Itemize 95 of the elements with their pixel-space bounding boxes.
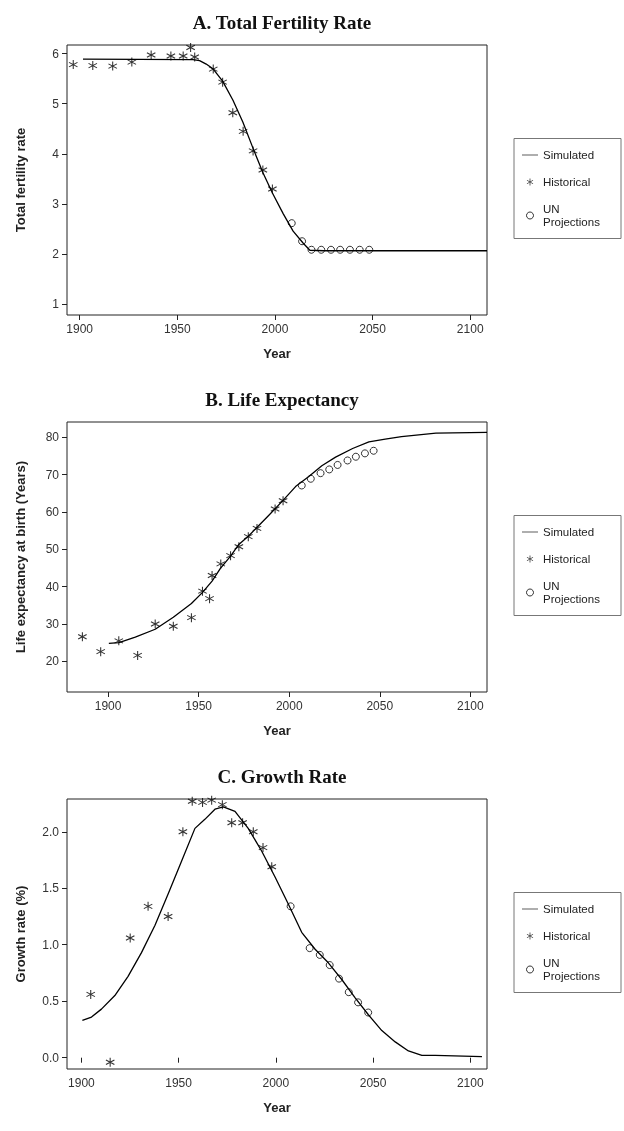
y-axis-title: Growth rate (%) (13, 885, 28, 983)
point (187, 796, 197, 806)
point (205, 594, 215, 604)
chart-title: B. Life Expectancy (205, 389, 360, 410)
x-tick-label: 1950 (163, 322, 191, 336)
y-tick-label: 0.0 (42, 1050, 60, 1065)
x-tick-label: 1950 (185, 699, 213, 713)
legend-label: Simulated (543, 903, 595, 915)
legend-label: Simulated (543, 526, 595, 538)
point (96, 647, 106, 657)
x-tick-label: 2050 (359, 322, 387, 336)
point (365, 245, 374, 254)
legend-label: Historical (543, 176, 591, 188)
x-axis-title: Year (263, 1100, 291, 1115)
point (86, 989, 96, 999)
point (345, 245, 354, 254)
point (168, 621, 178, 631)
point (315, 950, 324, 959)
point (317, 245, 326, 254)
legend-label: Historical (543, 930, 591, 942)
y-tick-label: 50 (45, 542, 60, 557)
legend-label: Historical (543, 553, 591, 565)
point (327, 245, 335, 254)
x-axis-title: Year (263, 346, 291, 361)
point (298, 237, 307, 246)
point (227, 818, 237, 828)
y-tick-label: 1 (52, 297, 60, 312)
point (178, 827, 188, 837)
point (133, 650, 143, 660)
y-tick-label: 40 (45, 579, 60, 594)
point (364, 1008, 373, 1017)
x-tick-label: 2000 (261, 322, 289, 336)
x-tick-label: 1900 (66, 322, 94, 336)
y-tick-label: 30 (45, 617, 60, 632)
y-tick-label: 80 (45, 430, 60, 445)
point (297, 481, 306, 490)
point (369, 446, 378, 455)
y-axis-title: Life expectancy at birth (Years) (13, 460, 28, 654)
point (77, 632, 87, 642)
y-tick-label: 60 (45, 505, 60, 519)
point (307, 245, 316, 254)
y-tick-label: 2 (52, 247, 60, 262)
point (344, 988, 353, 997)
point (360, 449, 369, 458)
y-tick-label: 1.5 (42, 881, 60, 896)
x-axis-title: Year (263, 723, 291, 738)
chart-title: C. Growth Rate (217, 766, 347, 787)
y-tick-label: 20 (45, 654, 60, 669)
x-tick-label: 2050 (359, 1076, 387, 1090)
point (325, 961, 334, 970)
x-tick-label: 1900 (94, 699, 122, 713)
point (228, 108, 238, 118)
legend-label: UN Projections (543, 203, 601, 228)
legend-label: UN Projections (543, 957, 601, 982)
x-tick-label: 2050 (366, 699, 394, 713)
x-tick-label: 2100 (456, 322, 484, 336)
point (333, 460, 342, 469)
x-tick-label: 2100 (456, 1076, 484, 1090)
line-series (108, 431, 488, 645)
chart-title: A. Total Fertility Rate (192, 12, 372, 33)
point (325, 465, 334, 474)
x-tick-label: 1900 (68, 1076, 96, 1090)
y-tick-label: 1.0 (42, 937, 60, 952)
y-tick-label: 5 (52, 96, 60, 111)
point (306, 474, 315, 483)
point (305, 944, 314, 953)
x-tick-label: 2000 (275, 699, 303, 713)
point (351, 452, 360, 461)
legend-label: Simulated (543, 149, 595, 161)
point (316, 469, 325, 478)
y-tick-label: 0.5 (42, 994, 60, 1009)
point (186, 613, 196, 623)
y-tick-label: 4 (52, 146, 60, 161)
x-tick-label: 2100 (456, 699, 485, 713)
y-tick-label: 2.0 (42, 824, 60, 839)
point (68, 60, 78, 70)
point (88, 61, 98, 71)
point (143, 901, 153, 911)
point (335, 974, 344, 983)
point (354, 998, 363, 1007)
point (287, 219, 296, 228)
point (286, 902, 295, 911)
point (198, 797, 208, 807)
point (343, 456, 352, 465)
legend-label: UN Projections (543, 580, 601, 605)
y-axis-title: Total fertility rate (13, 127, 28, 233)
point (258, 843, 268, 853)
point (186, 43, 196, 53)
y-tick-label: 3 (52, 197, 60, 212)
x-tick-label: 2000 (262, 1076, 290, 1090)
x-tick-label: 1950 (165, 1076, 193, 1090)
y-tick-label: 6 (52, 46, 60, 61)
point (355, 245, 364, 254)
y-tick-label: 70 (45, 467, 60, 482)
point (336, 245, 345, 254)
